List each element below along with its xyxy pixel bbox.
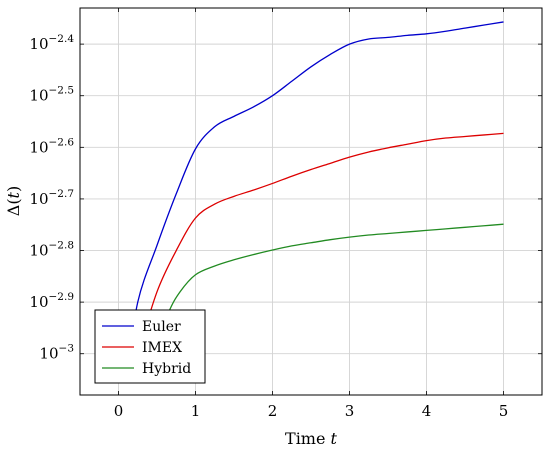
y-tick-label: 10−2.9	[29, 291, 74, 311]
x-axis-ticks: 0 1 2 3 4 5	[114, 8, 509, 420]
y-axis-ticks: 10−2.4 10−2.5 10−2.6 10−2.7 10−2.8 10−2.9 10−3	[29, 33, 542, 363]
series-line-euler	[125, 21, 504, 380]
y-tick-label: 10−3	[39, 343, 74, 363]
x-tick-label: 2	[268, 402, 278, 420]
series-line-hybrid	[152, 223, 504, 354]
y-tick-label: 10−2.7	[29, 188, 74, 208]
grid	[80, 8, 542, 395]
y-tick-label: 10−2.6	[29, 136, 74, 156]
x-axis-title: Time t	[285, 429, 338, 448]
x-tick-label: 4	[422, 402, 432, 420]
y-tick-label: 10−2.4	[29, 33, 74, 53]
x-tick-label: 0	[114, 402, 124, 420]
y-tick-label: 10−2.5	[29, 85, 74, 105]
x-tick-label: 1	[191, 402, 201, 420]
x-tick-label: 3	[345, 402, 355, 420]
legend-label-euler: Euler	[142, 319, 181, 335]
series-line-imex	[137, 132, 504, 354]
x-tick-label: 5	[499, 402, 509, 420]
legend-label-imex: IMEX	[142, 340, 182, 356]
plot-frame	[79, 7, 543, 396]
series-lines	[125, 21, 504, 380]
legend-label-hybrid: Hybrid	[142, 361, 191, 377]
y-tick-label: 10−2.8	[29, 240, 74, 260]
legend: Euler IMEX Hybrid	[94, 309, 206, 384]
y-axis-title: Δ(t)	[4, 186, 23, 216]
